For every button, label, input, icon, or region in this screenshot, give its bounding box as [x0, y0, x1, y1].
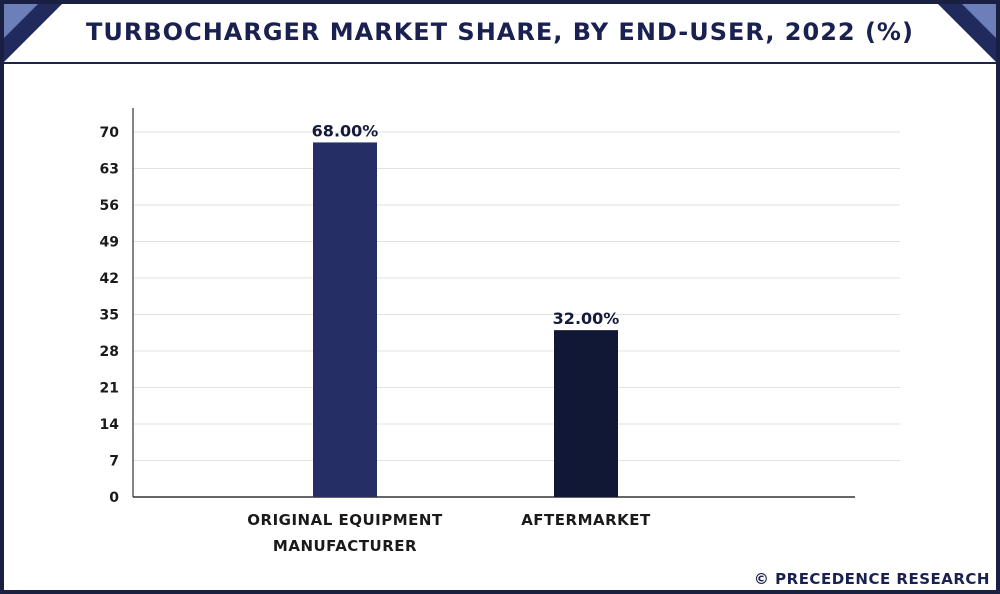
y-tick-label: 14: [100, 417, 120, 433]
header-corner-left-accent: [4, 4, 38, 38]
y-tick-label: 35: [100, 308, 119, 324]
data-label: 32.00%: [553, 309, 620, 328]
chart-title: TURBOCHARGER MARKET SHARE, BY END-USER, …: [86, 18, 914, 46]
y-tick-label: 42: [100, 271, 119, 287]
data-label: 68.00%: [312, 121, 379, 140]
x-category-label: ORIGINAL EQUIPMENT: [247, 511, 443, 529]
y-tick-label: 70: [100, 125, 120, 141]
bar-aftermarket: [554, 330, 618, 497]
header-band: TURBOCHARGER MARKET SHARE, BY END-USER, …: [4, 4, 996, 64]
y-tick-label: 28: [100, 344, 119, 360]
x-category-label: AFTERMARKET: [521, 511, 651, 529]
x-category-label: MANUFACTURER: [273, 537, 417, 555]
y-tick-label: 21: [100, 381, 119, 397]
y-tick-label: 56: [100, 198, 119, 214]
y-tick-label: 63: [100, 162, 119, 178]
y-tick-label: 7: [109, 454, 119, 470]
bar-oem: [313, 142, 377, 497]
chart-panel: TURBOCHARGER MARKET SHARE, BY END-USER, …: [4, 4, 996, 590]
y-tick-label: 49: [100, 235, 119, 251]
source-credit: © PRECEDENCE RESEARCH: [753, 570, 990, 588]
y-tick-label: 0: [109, 490, 119, 506]
header-corner-right-accent: [962, 4, 996, 38]
